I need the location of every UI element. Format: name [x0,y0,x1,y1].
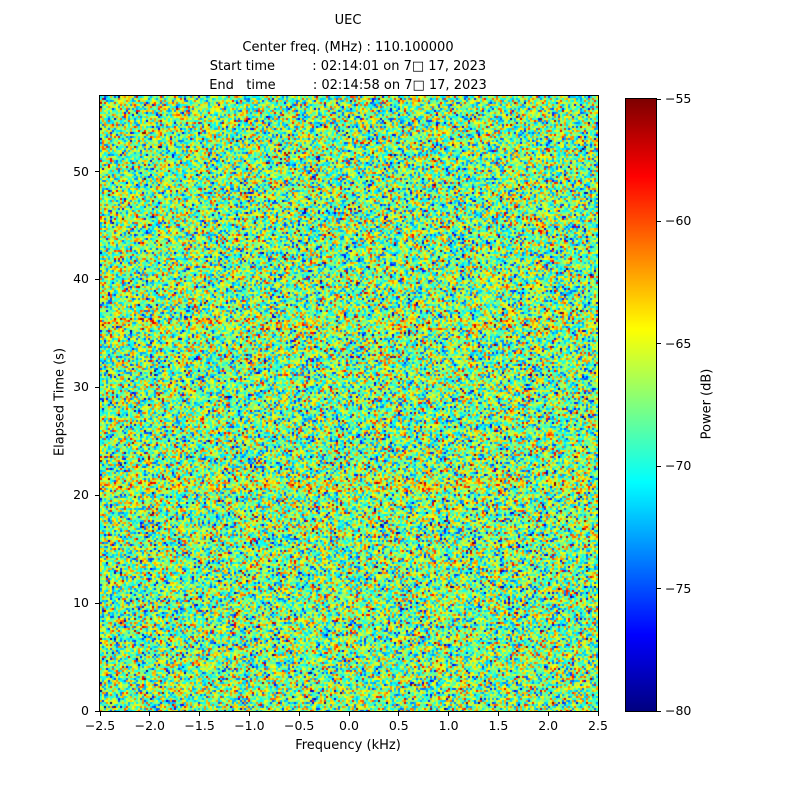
x-tick-label: −1.5 [184,718,215,733]
chart-title: UEC [334,13,362,28]
subtitle-end-time: End time : 02:14:58 on 7□ 17, 2023 [209,78,487,93]
colorbar-tick-label: −55 [665,91,692,106]
x-tick-label: −2.0 [134,718,165,733]
subtitle-start-time: Start time : 02:14:01 on 7□ 17, 2023 [209,59,487,74]
y-tick-label: 50 [73,163,89,179]
colorbar [625,98,657,712]
x-tick-mark [597,712,599,716]
colorbar-tick-label: −80 [665,703,692,718]
y-tick-mark [95,171,99,173]
y-tick-mark [95,278,99,280]
colorbar-tick-mark [657,465,661,467]
chart-subtitles: Center freq. (MHz) : 110.100000 Start ti… [49,38,647,95]
x-tick-label: 1.0 [438,718,459,733]
colorbar-tick-mark [657,710,661,712]
x-tick-mark [248,712,250,716]
colorbar-label: Power (dB) [699,368,715,440]
y-tick-label: 20 [73,487,89,503]
colorbar-tick-mark [657,98,661,100]
y-tick-label: 10 [73,595,89,611]
heatmap-canvas [100,96,598,711]
subtitle-center-freq: Center freq. (MHz) : 110.100000 [242,40,454,55]
x-tick-mark [99,712,101,716]
y-tick-label: 30 [73,379,89,395]
y-tick-mark [95,602,99,604]
x-tick-mark [149,712,151,716]
x-tick-mark [497,712,499,716]
x-tick-label: 1.5 [488,718,509,733]
y-tick-mark [95,386,99,388]
y-axis-label: Elapsed Time (s) [52,347,68,457]
y-tick-mark [95,710,99,712]
x-tick-mark [199,712,201,716]
x-axis-label: Frequency (kHz) [295,738,401,753]
x-tick-label: 2.5 [588,718,608,733]
colorbar-tick-label: −60 [665,213,692,229]
colorbar-canvas [626,99,656,711]
y-tick-mark [95,494,99,496]
colorbar-tick-mark [657,588,661,590]
x-tick-label: −2.5 [84,718,116,733]
x-tick-mark [398,712,400,716]
x-tick-label: 0.5 [388,718,409,733]
x-tick-label: −1.0 [234,718,265,733]
x-tick-mark [448,712,450,716]
y-tick-label: 0 [81,703,89,718]
colorbar-tick-label: −70 [665,458,692,474]
heatmap-plot [99,95,599,712]
colorbar-tick-label: −65 [665,335,692,351]
x-tick-label: 0.0 [339,718,359,733]
x-tick-mark [547,712,549,716]
x-tick-label: −0.5 [284,718,315,733]
x-tick-mark [298,712,300,716]
x-tick-mark [348,712,350,716]
colorbar-tick-label: −75 [665,580,692,596]
x-tick-label: 2.0 [538,718,559,733]
y-tick-label: 40 [73,271,89,287]
colorbar-tick-mark [657,220,661,222]
colorbar-tick-mark [657,343,661,345]
